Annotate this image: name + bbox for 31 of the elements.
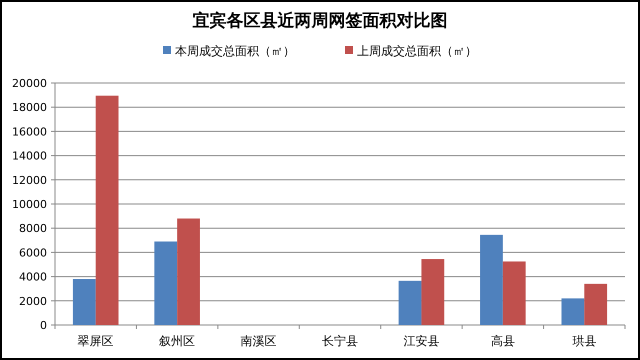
bar: [421, 259, 444, 325]
bar: [561, 298, 584, 325]
bar: [154, 242, 178, 325]
y-tick-label: 4000: [19, 270, 47, 284]
y-tick-label: 8000: [19, 222, 47, 236]
bar: [502, 261, 526, 325]
x-tick-label: 珙县: [572, 334, 596, 348]
y-tick-label: 18000: [12, 101, 47, 114]
x-tick-label: 南溪区: [240, 334, 277, 348]
y-tick-label: 10000: [12, 198, 47, 211]
x-tick-label: 叙州区: [159, 334, 196, 348]
y-tick-label: 2000: [19, 294, 47, 308]
legend-label: 上周成交总面积（㎡）: [357, 44, 477, 58]
y-tick-label: 6000: [19, 246, 47, 260]
bar: [177, 218, 200, 325]
chart-title: 宜宾各区县近两周网签面积对比图: [192, 11, 448, 31]
y-tick-label: 16000: [12, 125, 47, 138]
y-tick-label: 12000: [12, 174, 47, 187]
x-tick-label: 高县: [490, 334, 515, 348]
x-tick-label: 翠屏区: [78, 334, 114, 348]
legend-label: 本周成交总面积（㎡）: [175, 44, 295, 58]
bar: [398, 280, 422, 325]
y-tick-label: 0: [40, 319, 47, 332]
y-tick-label: 14000: [12, 150, 47, 163]
bar: [72, 279, 96, 325]
bar: [480, 234, 503, 325]
y-tick-label: 20000: [12, 77, 47, 90]
bar: [584, 284, 608, 325]
x-tick-label: 江安县: [403, 334, 440, 348]
x-tick-label: 长宁县: [322, 334, 358, 348]
bar: [96, 96, 119, 325]
